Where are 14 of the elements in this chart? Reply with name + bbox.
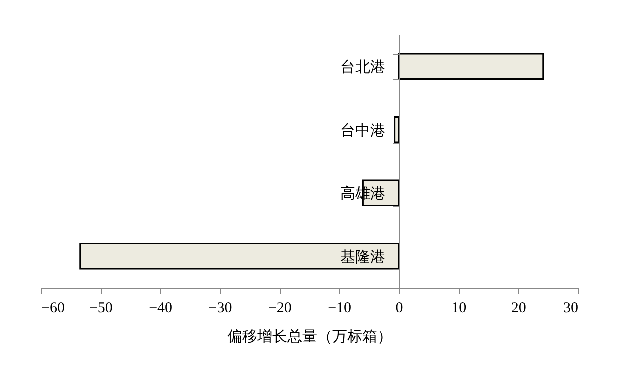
x-tick-label: −30 <box>208 300 232 316</box>
x-tick-label: 20 <box>511 300 526 316</box>
x-tick-label: 10 <box>452 300 467 316</box>
x-tick-label: −10 <box>328 300 352 316</box>
x-tick-label: −60 <box>42 300 65 316</box>
y-tick-label: 基隆港 <box>340 248 386 266</box>
y-tick-label: 台北港 <box>340 59 386 76</box>
x-tick-label: −20 <box>268 300 292 316</box>
x-tick-label: 30 <box>564 300 578 316</box>
x-tick-label: −40 <box>149 300 173 316</box>
x-axis-title: 偏移增长总量（万标箱） <box>228 328 392 346</box>
x-tick-label: −50 <box>89 300 113 316</box>
x-tick-label: 0 <box>396 300 404 316</box>
y-tick-label: 台中港 <box>340 122 386 140</box>
